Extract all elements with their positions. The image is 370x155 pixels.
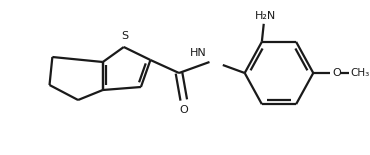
Text: HN: HN (190, 48, 206, 58)
Text: O: O (179, 105, 188, 115)
Text: O: O (332, 68, 341, 78)
Text: H₂N: H₂N (255, 11, 276, 21)
Text: S: S (121, 31, 128, 41)
Text: CH₃: CH₃ (350, 68, 370, 78)
